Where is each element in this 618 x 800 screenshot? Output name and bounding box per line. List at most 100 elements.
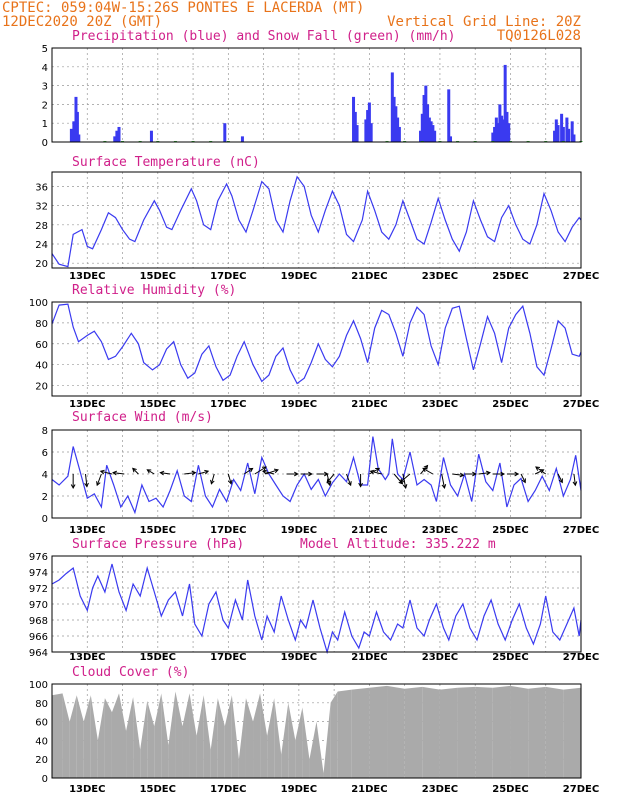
panel-frame xyxy=(51,429,582,519)
precip-bar xyxy=(240,136,244,142)
precip-bar xyxy=(426,104,430,142)
panel-title: Precipitation (blue) and Snow Fall (gree… xyxy=(72,29,456,44)
cloud-cover-segment xyxy=(492,685,511,778)
panel-title: Cloud Cover (%) xyxy=(72,665,189,680)
cloud-cover-segment xyxy=(97,698,105,778)
cloud-cover-segment xyxy=(154,693,162,778)
x-tick-label: 23DEC xyxy=(422,271,458,282)
cloud-cover-segment xyxy=(76,695,84,778)
cloud-cover-segment xyxy=(475,686,493,778)
precip-bar xyxy=(420,113,424,142)
precip-bar xyxy=(572,134,576,142)
y-tick-label: 972 xyxy=(29,584,48,595)
x-tick-label: 21DEC xyxy=(351,784,387,795)
precip-bar xyxy=(396,117,400,142)
x-tick-label: 21DEC xyxy=(351,399,387,410)
x-tick-label: 27DEC xyxy=(563,784,599,795)
cloud-cover-segment xyxy=(295,707,303,778)
panel-1: Surface Temperature (nC) 20 24 28 32 36 13DEC 1… xyxy=(35,155,599,282)
precip-bar xyxy=(567,128,571,142)
wind-arrow xyxy=(326,473,335,484)
precip-bar xyxy=(369,123,373,142)
cloud-cover-segment xyxy=(147,700,155,778)
precip-bar xyxy=(570,121,574,142)
cloud-cover-segment xyxy=(182,693,190,778)
wind-arrow xyxy=(369,467,381,475)
panel-frame xyxy=(51,47,582,143)
x-tick-label: 15DEC xyxy=(140,784,176,795)
precip-bar xyxy=(565,117,569,142)
x-tick-label: 13DEC xyxy=(69,525,105,536)
precip-bar xyxy=(77,134,81,142)
precip-bar xyxy=(494,117,498,142)
cloud-cover-segment xyxy=(52,693,63,778)
panel-frame xyxy=(51,683,582,779)
cloud-cover-segment xyxy=(369,685,388,778)
wind-arrow xyxy=(210,473,215,485)
cloud-cover-segment xyxy=(337,689,352,778)
precip-bar xyxy=(392,96,396,142)
cloud-cover-segment xyxy=(111,693,120,778)
wind-arrow xyxy=(358,474,363,488)
cloud-cover-segment xyxy=(302,707,310,778)
panel-title: Surface Temperature (nC) xyxy=(72,155,260,170)
cloud-cover-segment xyxy=(203,695,211,778)
wind-arrow xyxy=(534,469,545,475)
header-grid-line: Vertical Grid Line: 20Z xyxy=(387,14,581,30)
panel-2: Relative Humidity (%) 20 40 60 80 100 13DEC 15D… xyxy=(29,283,599,410)
y-tick-label: 6 xyxy=(42,448,48,459)
precip-bar xyxy=(561,126,565,142)
precip-bar xyxy=(117,126,121,142)
x-tick-label: 25DEC xyxy=(492,525,528,536)
precip-bar xyxy=(355,125,359,142)
precip-bar xyxy=(491,132,495,142)
cloud-cover-segment xyxy=(104,698,112,778)
wind-arrow xyxy=(402,473,408,490)
wind-arrow xyxy=(198,469,210,475)
cloud-cover-segment xyxy=(323,702,331,778)
precip-bar xyxy=(431,125,435,142)
y-tick-label: 2 xyxy=(42,492,48,503)
precip-bar xyxy=(397,126,401,142)
wind-arrow xyxy=(316,471,329,477)
precip-bar xyxy=(390,72,394,142)
x-tick-label: 25DEC xyxy=(492,399,528,410)
precip-bar xyxy=(503,64,507,142)
cloud-cover-segment xyxy=(210,698,218,778)
panel-frame xyxy=(51,555,582,653)
precip-bar xyxy=(419,130,423,142)
x-tick-label: 19DEC xyxy=(281,784,317,795)
precip-bar xyxy=(447,89,451,142)
precip-bar xyxy=(507,123,511,142)
wind-arrow xyxy=(254,466,267,475)
cloud-cover-segment xyxy=(69,695,77,778)
x-tick-label: 19DEC xyxy=(281,399,317,410)
x-tick-label: 19DEC xyxy=(281,525,317,536)
cloud-cover-segment xyxy=(217,698,225,778)
y-tick-label: 5 xyxy=(42,44,48,55)
cloud-cover-segment xyxy=(90,695,98,778)
cloud-cover-segment xyxy=(351,687,370,778)
wind-arrow xyxy=(146,469,155,475)
header-location: CPTEC: 059:04W-15:26S PONTES E LACERDA (… xyxy=(2,0,364,16)
y-tick-label: 60 xyxy=(35,718,48,729)
x-tick-label: 17DEC xyxy=(210,271,246,282)
x-tick-label: 21DEC xyxy=(351,652,387,663)
wind-arrow xyxy=(346,473,352,487)
wind-arrow xyxy=(422,467,434,475)
precip-bar xyxy=(115,130,119,142)
x-tick-label: 13DEC xyxy=(69,399,105,410)
precip-bar xyxy=(113,136,117,142)
series-line xyxy=(51,175,582,268)
y-tick-label: 20 xyxy=(35,382,48,393)
wind-arrow xyxy=(159,470,171,476)
series-line xyxy=(51,303,582,385)
cloud-cover-segment xyxy=(309,721,317,778)
cloud-cover-segment xyxy=(231,695,239,778)
panel-0: Precipitation (blue) and Snow Fall (gree… xyxy=(42,29,583,149)
y-tick-label: 974 xyxy=(29,568,48,579)
x-tick-label: 27DEC xyxy=(563,525,599,536)
y-tick-label: 20 xyxy=(35,755,48,766)
precip-bar xyxy=(353,111,357,142)
precip-bar xyxy=(75,111,79,142)
